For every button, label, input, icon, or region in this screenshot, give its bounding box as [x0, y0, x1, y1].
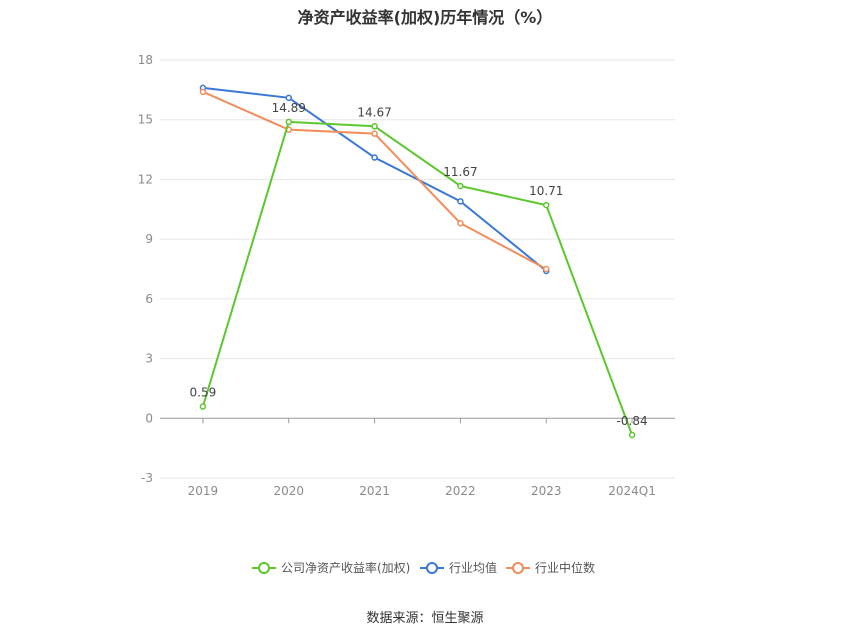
- data-point: [371, 123, 378, 130]
- x-tick-label: 2020: [273, 484, 304, 498]
- data-label: 10.71: [529, 184, 563, 198]
- series-line-0: [201, 120, 634, 436]
- x-tick-label: 2019: [188, 484, 219, 498]
- data-point: [543, 265, 550, 273]
- x-tick-label: 2021: [359, 484, 390, 498]
- legend-label: 行业均值: [449, 560, 497, 575]
- legend-label: 公司净资产收益率(加权): [281, 560, 410, 575]
- data-point: [199, 88, 207, 96]
- y-tick-label: 0: [145, 411, 153, 425]
- data-point: [543, 201, 550, 209]
- x-tick-label: 2024Q1: [608, 484, 656, 498]
- y-tick-label: 9: [145, 232, 153, 246]
- legend-swatch-marker: [512, 562, 524, 574]
- y-tick-label: 6: [145, 292, 153, 306]
- data-point: [628, 431, 636, 439]
- data-label: 14.89: [272, 101, 306, 115]
- y-tick-label: 3: [145, 352, 153, 366]
- x-tick-label: 2022: [445, 484, 476, 498]
- data-point: [457, 198, 464, 205]
- y-tick-label: -3: [141, 471, 153, 485]
- data-label: 0.59: [190, 386, 217, 400]
- data-label: 11.67: [443, 165, 477, 179]
- data-point: [371, 130, 378, 137]
- x-tick-label: 2023: [531, 484, 562, 498]
- y-tick-label: 12: [138, 172, 153, 186]
- legend-swatch-marker: [426, 562, 438, 574]
- y-tick-label: 15: [138, 113, 153, 127]
- data-point: [285, 94, 292, 102]
- data-point: [285, 118, 292, 126]
- data-point: [457, 182, 464, 190]
- data-point: [371, 154, 378, 161]
- y-tick-label: 18: [138, 53, 153, 67]
- data-label: 14.67: [357, 105, 391, 119]
- data-source: 数据来源：恒生聚源: [366, 611, 484, 626]
- data-label: -0.84: [617, 414, 648, 428]
- data-point: [457, 219, 464, 227]
- legend-label: 行业中位数: [535, 560, 595, 575]
- chart-title: 净资产收益率(加权)历年情况（%）: [297, 8, 553, 27]
- data-point: [199, 403, 207, 410]
- legend-swatch-marker: [258, 562, 270, 574]
